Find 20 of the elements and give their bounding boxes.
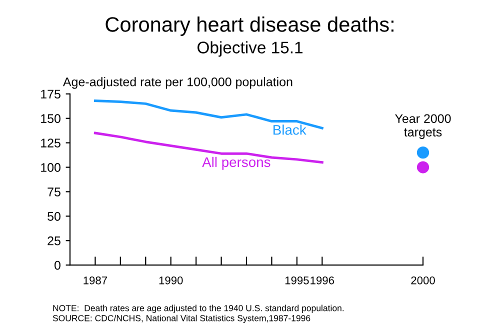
y-tick-label: 25	[48, 236, 60, 246]
chart-title: Coronary heart disease deaths:	[106, 16, 394, 36]
y-tick-label: 0	[54, 260, 60, 270]
y-tick-label: 150	[41, 114, 60, 124]
y-axis-title: Age-adjusted rate per 100,000 population	[62, 77, 292, 89]
x-tick-label: 2000	[411, 276, 435, 284]
chart-subtitle: Objective 15.1	[198, 41, 302, 57]
x-tick-label: 1996	[310, 276, 334, 284]
y-tick-label: 175	[41, 90, 60, 99]
x-tick-label: 1987	[84, 276, 108, 284]
y-tick-label: 75	[48, 188, 60, 196]
text: NOTE: Death rates are age adjusted to the 1940 U.S. standard population. SOURCE: CDC/NCHS, National Vital Statistics System,1987-1996	[52, 304, 344, 324]
annotation: Year 2000 targets	[395, 114, 451, 139]
x-tick-label: 1990	[159, 276, 183, 284]
y-tick-label: 50	[48, 212, 60, 221]
y-tick-label: 100	[41, 163, 60, 172]
y-tick-label: 125	[41, 138, 60, 148]
series-label: All persons	[202, 156, 270, 170]
series-label: Black	[274, 124, 306, 135]
x-tick-label: 1995	[285, 276, 309, 284]
